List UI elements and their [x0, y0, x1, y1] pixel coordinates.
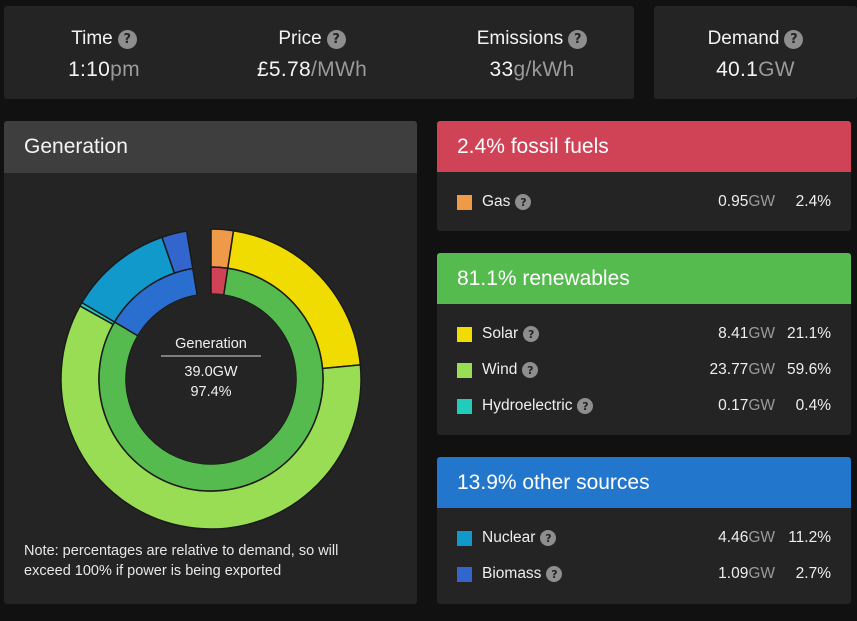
- gas-label: Gas: [482, 193, 511, 210]
- help-icon[interactable]: ?: [546, 566, 563, 582]
- source-row-biomass[interactable]: Biomass ? 1.09GW 2.7%: [457, 564, 831, 584]
- hydroelectric-swatch: [457, 398, 472, 414]
- source-row-nuclear[interactable]: Nuclear ? 4.46GW 11.2%: [457, 528, 831, 548]
- other-card: 13.9% other sources Nuclear ? 4.46GW 11.…: [437, 457, 851, 604]
- stats-panel: Time ? 1:10pm Price ? £5.78/MWh Emission…: [4, 6, 634, 99]
- stat-emissions-value: 33: [489, 58, 514, 81]
- help-icon[interactable]: ?: [523, 326, 540, 342]
- solar-gw: 8.41: [718, 325, 749, 342]
- stat-demand-value: 40.1: [716, 58, 759, 81]
- help-icon[interactable]: ?: [117, 29, 137, 49]
- wind-swatch: [457, 362, 472, 378]
- biomass-gw: 1.09: [718, 565, 749, 582]
- donut-center-pct: 97.4%: [190, 384, 231, 400]
- source-row-hydroelectric[interactable]: Hydroelectric ? 0.17GW 0.4%: [457, 396, 831, 416]
- renewables-card: 81.1% renewables Solar ? 8.41GW 21.1% Wi…: [437, 253, 851, 435]
- generation-note: Note: percentages are relative to demand…: [24, 543, 339, 579]
- gas-swatch: [457, 194, 472, 210]
- wind-label: Wind: [482, 361, 518, 378]
- hydroelectric-pct: 0.4%: [795, 397, 831, 414]
- nuclear-pct: 11.2%: [788, 529, 831, 546]
- solar-swatch: [457, 326, 472, 342]
- stat-time: Time ? 1:10pm: [4, 6, 204, 99]
- wind-pct: 59.6%: [787, 361, 831, 378]
- donut-center-gw: 39.0GW: [184, 364, 237, 380]
- gas-pct: 2.4%: [795, 193, 831, 210]
- stat-price-unit: /MWh: [311, 58, 368, 81]
- wind-gw: 23.77: [709, 361, 749, 378]
- stat-time-label: Time: [71, 28, 113, 49]
- stat-emissions-label: Emissions: [476, 28, 564, 49]
- help-icon[interactable]: ?: [568, 29, 588, 49]
- nuclear-swatch: [457, 530, 472, 546]
- stat-emissions: Emissions ? 33g/kWh: [432, 6, 632, 99]
- renewables-header: 81.1% renewables: [437, 253, 851, 304]
- generation-donut-chart: Generation 39.0GW 97.4%: [60, 228, 362, 530]
- help-icon[interactable]: ?: [577, 398, 594, 414]
- gas-gw: 0.95: [718, 193, 749, 210]
- source-row-solar[interactable]: Solar ? 8.41GW 21.1%: [457, 324, 831, 344]
- stat-time-value: 1:10: [68, 58, 111, 81]
- biomass-pct: 2.7%: [795, 565, 831, 582]
- source-row-wind[interactable]: Wind ? 23.77GW 59.6%: [457, 360, 831, 380]
- help-icon[interactable]: ?: [522, 362, 539, 378]
- other-header: 13.9% other sources: [437, 457, 851, 508]
- stat-emissions-unit: g/kWh: [513, 58, 575, 81]
- biomass-swatch: [457, 566, 472, 582]
- help-icon[interactable]: ?: [326, 29, 346, 49]
- stat-price-value: £5.78: [256, 58, 312, 81]
- stat-time-unit: pm: [110, 58, 140, 81]
- stat-price: Price ? £5.78/MWh: [212, 6, 412, 99]
- hydroelectric-label: Hydroelectric: [482, 397, 573, 414]
- help-icon[interactable]: ?: [784, 29, 804, 49]
- hydroelectric-gw: 0.17: [718, 397, 749, 414]
- generation-panel: Generation Generation 39.0GW 97.4% Note:…: [4, 121, 417, 604]
- stat-price-label: Price: [278, 28, 322, 49]
- generation-title: Generation: [4, 121, 417, 173]
- nuclear-label: Nuclear: [482, 529, 536, 546]
- source-row-gas[interactable]: Gas ? 0.95GW 2.4%: [457, 192, 831, 212]
- help-icon[interactable]: ?: [540, 530, 557, 546]
- stat-demand-unit: GW: [758, 58, 795, 81]
- demand-panel: Demand ? 40.1GW: [654, 6, 857, 99]
- nuclear-gw: 4.46: [718, 529, 749, 546]
- donut-center-title: Generation: [175, 336, 247, 352]
- fossil-card: 2.4% fossil fuels Gas ? 0.95GW 2.4%: [437, 121, 851, 231]
- donut-hole: [126, 294, 296, 464]
- help-icon[interactable]: ?: [515, 194, 532, 210]
- solar-pct: 21.1%: [787, 325, 831, 342]
- stat-demand: Demand ? 40.1GW: [654, 6, 857, 99]
- solar-label: Solar: [482, 325, 519, 342]
- biomass-label: Biomass: [482, 565, 542, 582]
- stat-demand-label: Demand: [707, 28, 780, 49]
- fossil-header: 2.4% fossil fuels: [437, 121, 851, 172]
